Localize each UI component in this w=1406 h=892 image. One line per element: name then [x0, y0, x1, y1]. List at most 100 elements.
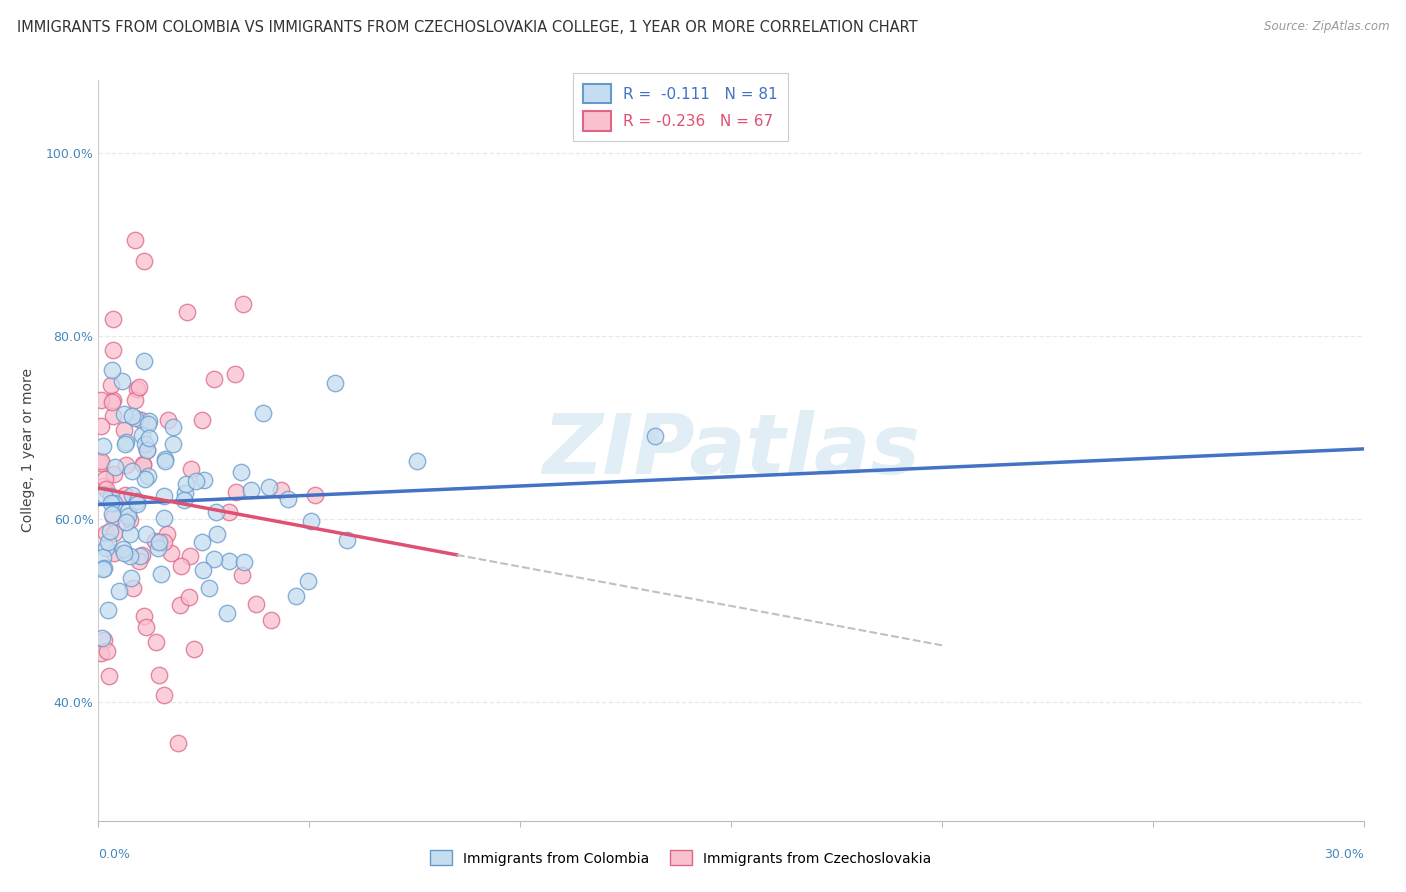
Point [148, 535, 170, 549]
Point [179, 549, 201, 563]
Point [114, 423, 136, 437]
Point [97, 602, 120, 616]
Point [233, 555, 256, 569]
Point [96, 643, 118, 657]
Point [134, 472, 156, 486]
Point [156, 526, 179, 541]
Point [257, 480, 280, 494]
Point [173, 492, 195, 507]
Point [112, 407, 135, 421]
Point [93, 632, 115, 647]
Point [162, 437, 184, 451]
Point [97, 535, 120, 549]
Point [108, 584, 131, 599]
Point [121, 488, 143, 502]
Point [152, 535, 174, 549]
Point [121, 409, 143, 424]
Point [112, 546, 135, 560]
Point [131, 548, 153, 562]
Point [197, 581, 219, 595]
Point [135, 442, 157, 457]
Point [93, 472, 115, 486]
Point [100, 507, 122, 521]
Point [143, 534, 166, 549]
Point [101, 363, 124, 377]
Point [240, 483, 263, 497]
Point [103, 496, 125, 510]
Point [98, 524, 121, 539]
Point [132, 458, 155, 472]
Point [180, 462, 202, 476]
Point [202, 371, 225, 385]
Point [121, 582, 143, 596]
Point [114, 515, 136, 529]
Point [135, 442, 157, 457]
Point [191, 413, 214, 427]
Point [285, 589, 308, 603]
Point [159, 546, 181, 560]
Point [336, 533, 359, 548]
Point [202, 551, 225, 566]
Point [153, 452, 176, 467]
Point [91, 562, 114, 576]
Point [153, 510, 176, 524]
Point [167, 736, 190, 750]
Point [270, 483, 292, 497]
Point [90, 456, 112, 470]
Text: 30.0%: 30.0% [1324, 848, 1364, 862]
Point [100, 377, 122, 392]
Point [132, 608, 155, 623]
Text: ZIPatlas: ZIPatlas [543, 410, 920, 491]
Point [114, 488, 136, 502]
Point [138, 414, 160, 428]
Point [135, 526, 157, 541]
Point [405, 453, 427, 467]
Point [174, 476, 197, 491]
Point [252, 406, 274, 420]
Point [231, 465, 253, 479]
Point [104, 460, 127, 475]
Point [93, 561, 115, 575]
Point [97, 669, 120, 683]
Point [100, 489, 122, 503]
Point [224, 367, 246, 381]
Point [90, 453, 112, 467]
Point [232, 297, 254, 311]
Point [135, 620, 157, 634]
Point [183, 641, 205, 656]
Point [148, 668, 170, 682]
Point [132, 457, 155, 471]
Point [217, 606, 239, 620]
Point [90, 419, 112, 434]
Y-axis label: College, 1 year or more: College, 1 year or more [21, 368, 35, 533]
Point [190, 534, 212, 549]
Point [94, 482, 117, 496]
Point [101, 509, 124, 524]
Point [191, 563, 214, 577]
Point [128, 380, 150, 394]
Point [138, 431, 160, 445]
Point [103, 545, 125, 559]
Point [115, 435, 138, 450]
Point [128, 554, 150, 568]
Point [644, 429, 666, 443]
Point [150, 567, 173, 582]
Text: IMMIGRANTS FROM COLOMBIA VS IMMIGRANTS FROM CZECHOSLOVAKIA COLLEGE, 1 YEAR OR MO: IMMIGRANTS FROM COLOMBIA VS IMMIGRANTS F… [17, 20, 918, 35]
Point [174, 486, 197, 500]
Point [90, 647, 112, 661]
Point [304, 488, 326, 502]
Point [93, 488, 115, 502]
Point [103, 312, 125, 326]
Point [136, 417, 159, 431]
Point [103, 343, 125, 357]
Point [169, 598, 191, 612]
Point [118, 549, 141, 563]
Point [117, 504, 139, 518]
Point [156, 413, 179, 427]
Point [218, 554, 240, 568]
Point [115, 458, 138, 472]
Point [153, 489, 176, 503]
Point [128, 549, 150, 564]
Point [110, 374, 132, 388]
Point [225, 484, 247, 499]
